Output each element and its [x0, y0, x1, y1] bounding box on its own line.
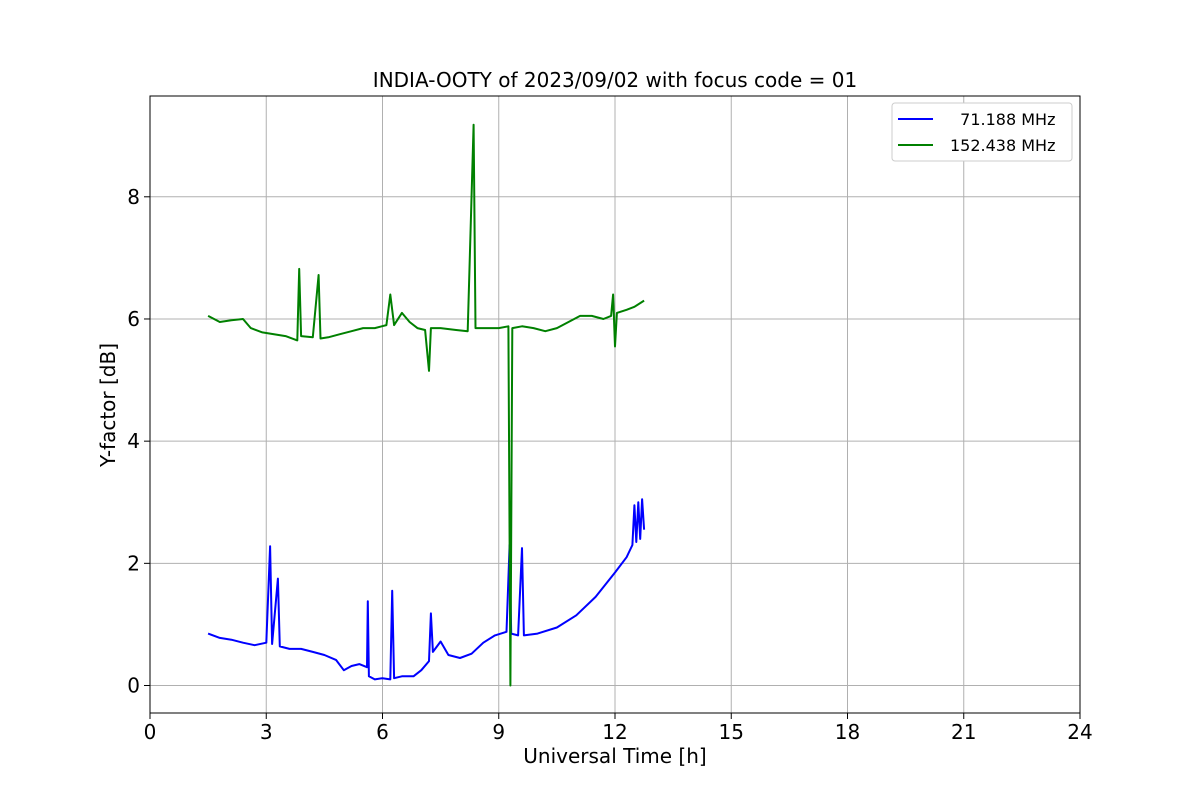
x-tick-label: 21 — [951, 720, 976, 744]
y-tick-label: 6 — [127, 307, 140, 331]
x-tick-label: 12 — [602, 720, 627, 744]
x-tick-label: 15 — [719, 720, 744, 744]
y-tick-label: 0 — [127, 674, 140, 698]
legend-label-0: 71.188 MHz — [950, 110, 1055, 129]
x-tick-label: 9 — [492, 720, 505, 744]
legend-label-1: 152.438 MHz — [950, 136, 1055, 155]
y-tick-label: 8 — [127, 185, 140, 209]
y-tick-label: 4 — [127, 429, 140, 453]
series-line-1 — [207, 123, 645, 687]
x-tick-label: 6 — [376, 720, 389, 744]
x-axis-label: Universal Time [h] — [523, 744, 706, 768]
chart-title: INDIA-OOTY of 2023/09/02 with focus code… — [373, 68, 857, 92]
x-tick-label: 0 — [144, 720, 157, 744]
x-tick-label: 24 — [1067, 720, 1092, 744]
legend: 71.188 MHz 152.438 MHz — [891, 102, 1073, 162]
y-axis-label: Y-factor [dB] — [96, 343, 120, 468]
x-tick-label: 3 — [260, 720, 273, 744]
grid-lines — [149, 96, 1081, 713]
y-tick-label: 2 — [127, 551, 140, 575]
series-line-0 — [207, 498, 646, 681]
legend-box — [891, 102, 1073, 162]
series-lines — [207, 123, 646, 687]
x-tick-label: 18 — [835, 720, 860, 744]
